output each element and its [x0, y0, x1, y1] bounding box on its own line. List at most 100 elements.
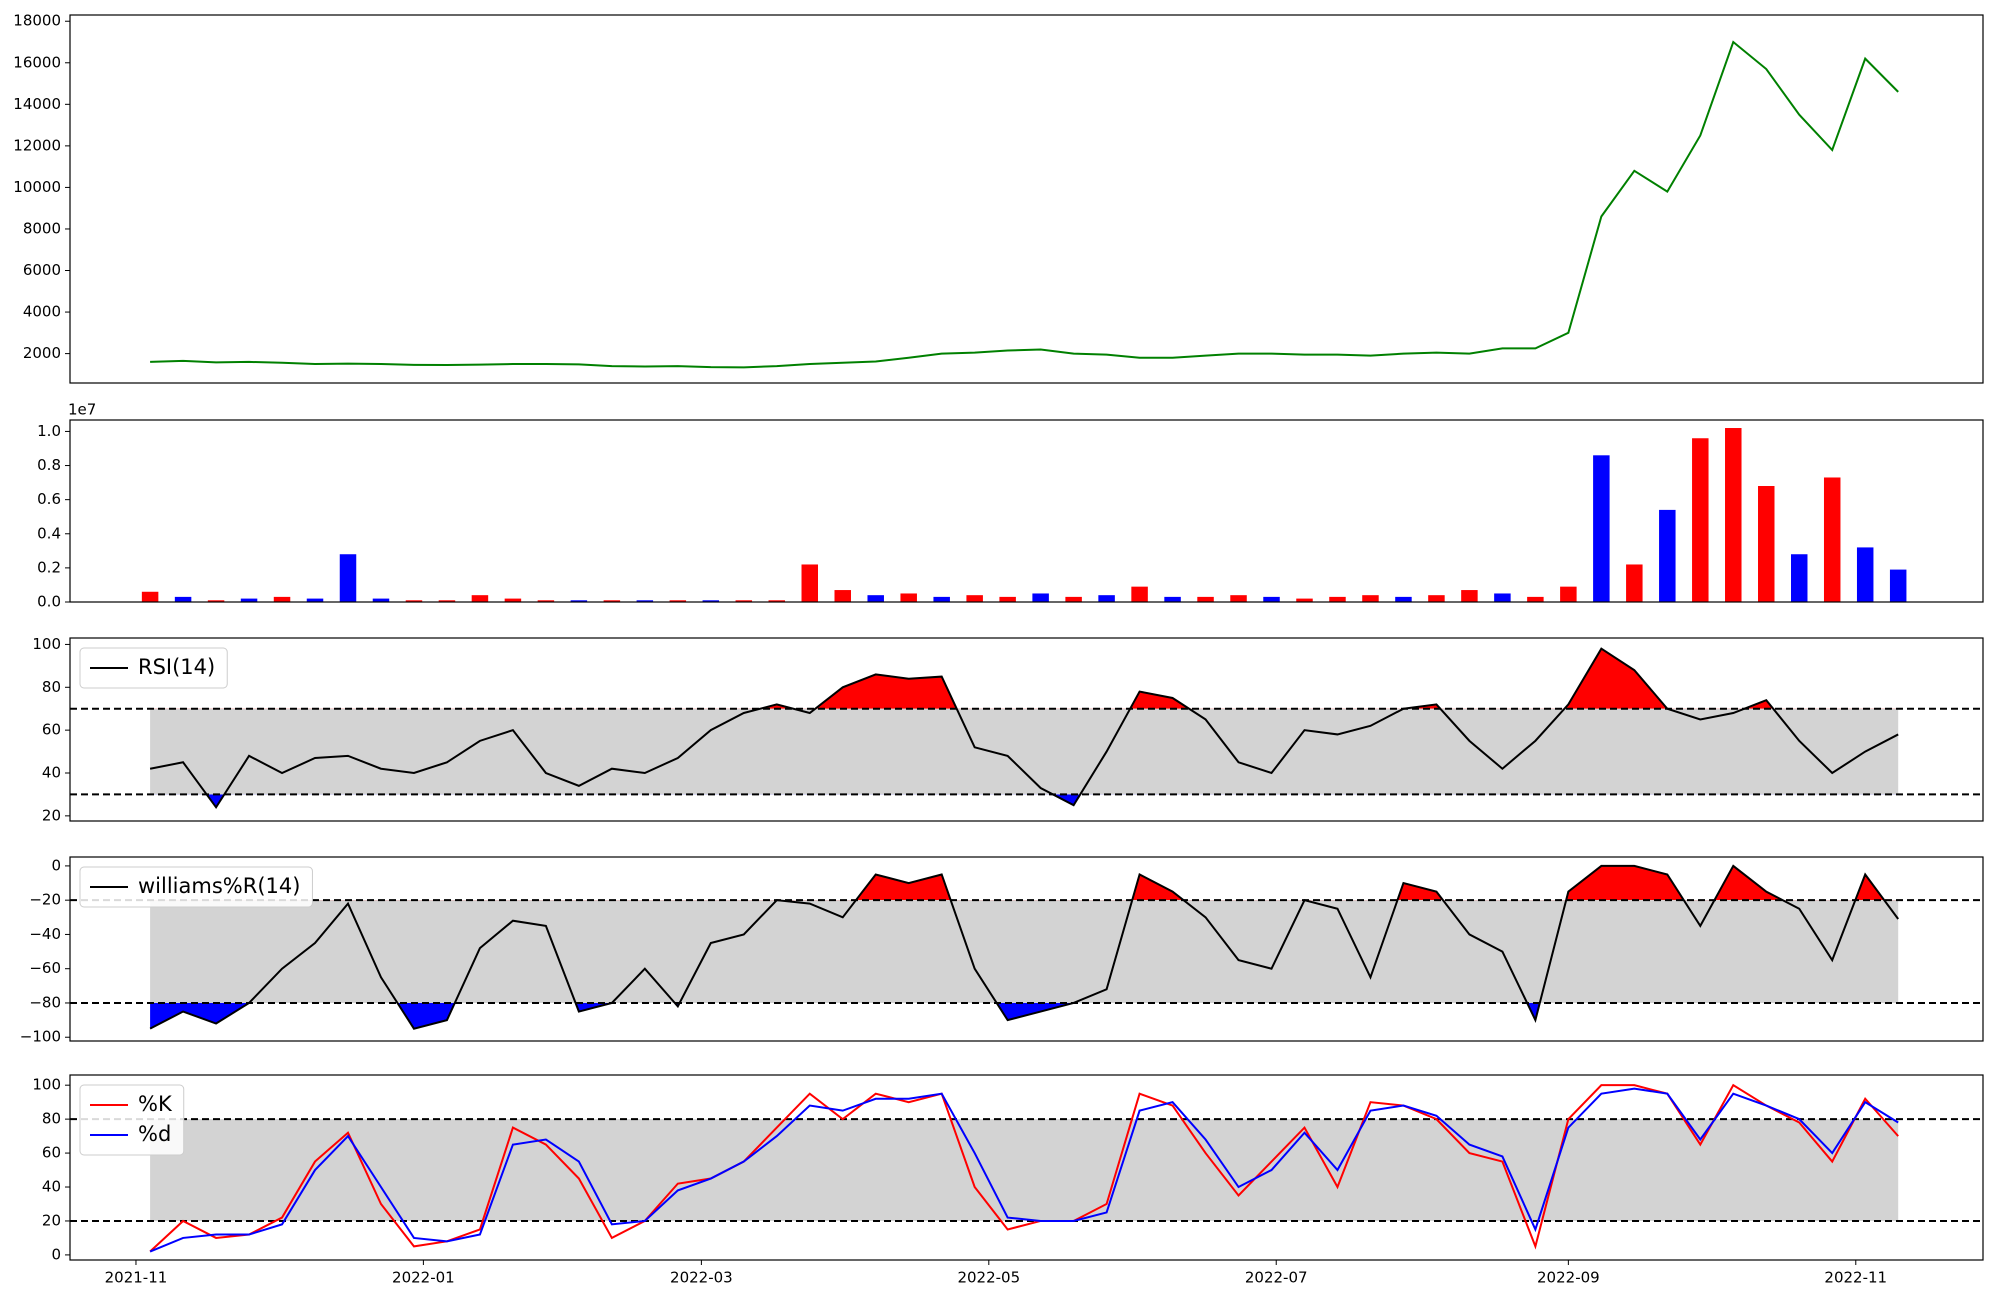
- volume-bar: [1164, 596, 1181, 602]
- plot-frame: [69, 419, 1984, 603]
- y-tick-label: 6000: [23, 261, 61, 279]
- y-tick-label: 60: [42, 721, 61, 739]
- x-tick-label: 2022-01: [392, 1269, 455, 1287]
- volume-bar: [1428, 595, 1445, 602]
- series-line: [150, 40, 1899, 369]
- volume-bar: [1527, 596, 1544, 602]
- volume-bar: [1131, 586, 1148, 602]
- legend-label: %K: [138, 1092, 173, 1116]
- volume-bar: [702, 600, 720, 602]
- volume-bar: [141, 591, 159, 602]
- volume-bar: [174, 596, 192, 602]
- x-tick-label: 2022-05: [957, 1269, 1020, 1287]
- volume-bar: [306, 598, 324, 602]
- volume-bar: [636, 600, 654, 602]
- volume-bar: [1065, 596, 1082, 602]
- y-tick-label: 0.8: [37, 456, 61, 474]
- volume-bar: [966, 595, 983, 602]
- y-tick-label: 10000: [13, 178, 61, 196]
- plot-frame: [69, 1074, 1984, 1261]
- volume-bar: [1758, 486, 1775, 602]
- volume-bar: [1659, 509, 1676, 602]
- volume-bar: [933, 596, 950, 602]
- y-tick-label: 100: [32, 635, 61, 653]
- volume-bar: [207, 600, 225, 602]
- volume-bar: [339, 554, 357, 602]
- plot-frame: [69, 637, 1984, 822]
- volume-bar: [735, 600, 753, 602]
- volume-bar: [240, 598, 258, 602]
- y-tick-label: 0.4: [37, 524, 61, 542]
- y-tick-label: 20: [42, 806, 61, 824]
- y-tick-label: 60: [42, 1144, 61, 1162]
- volume-bar: [471, 595, 489, 602]
- x-tick-label: 2022-09: [1537, 1269, 1600, 1287]
- y-tick-label: 14000: [13, 95, 61, 113]
- legend-label: %d: [138, 1122, 171, 1146]
- y-tick-label: −60: [29, 959, 61, 977]
- volume-bar: [999, 596, 1016, 602]
- series-line: [149, 864, 1899, 1030]
- volume-bar: [603, 600, 621, 602]
- neutral-band: [150, 900, 1899, 1003]
- y-tick-label: 0: [51, 1245, 61, 1263]
- legend-box: [79, 647, 228, 689]
- volume-bar: [768, 600, 786, 602]
- legend: %K %d: [79, 1084, 185, 1156]
- y-tick-label: 12000: [13, 136, 61, 154]
- y-tick-label: 0: [51, 856, 61, 874]
- y-tick-label: 40: [42, 1178, 61, 1196]
- legend: williams%R(14): [79, 866, 313, 908]
- volume-bar: [1461, 590, 1478, 602]
- y-tick-label: 2000: [23, 344, 61, 362]
- plot-frame: [69, 856, 1984, 1042]
- y-tick-label: 1.0: [37, 422, 61, 440]
- overbought-fill: [760, 648, 1774, 709]
- volume-bar: [900, 593, 917, 602]
- legend: RSI(14): [79, 647, 228, 689]
- neutral-band: [150, 708, 1899, 795]
- y-tick-label: 18000: [13, 12, 61, 30]
- volume-bar: [1889, 569, 1907, 602]
- volume-bar: [1329, 596, 1346, 602]
- legend-box: [79, 866, 313, 908]
- volume-bar: [1098, 595, 1115, 602]
- volume-bar: [273, 596, 291, 602]
- y-tick-label: −100: [20, 1028, 61, 1046]
- y-tick-label: 20: [42, 1211, 61, 1229]
- y-tick-label: 16000: [13, 53, 61, 71]
- x-tick-label: 2021-11: [105, 1269, 168, 1287]
- series-line: [149, 1083, 1899, 1253]
- volume-bar: [669, 600, 687, 602]
- volume-bar: [570, 600, 588, 602]
- overbought-fill: [150, 865, 1899, 901]
- y-tick-label: 80: [42, 1110, 61, 1128]
- series-line: [149, 1087, 1899, 1253]
- volume-bar: [801, 564, 819, 602]
- x-tick-label: 2022-11: [1824, 1269, 1887, 1287]
- volume-bar: [1856, 547, 1874, 602]
- y-tick-label: 8000: [23, 219, 61, 237]
- volume-bar: [1823, 477, 1841, 602]
- y-tick-label: 0.2: [37, 558, 61, 576]
- volume-bar: [1395, 596, 1412, 602]
- volume-bar: [1494, 593, 1511, 602]
- y-tick-label: 0.0: [37, 593, 61, 611]
- volume-bar: [1263, 596, 1280, 602]
- volume-bar: [1626, 564, 1643, 602]
- volume-bar: [1790, 554, 1808, 602]
- volume-bar: [504, 598, 522, 602]
- volume-bar: [1725, 428, 1742, 602]
- y-tick-label: 4000: [23, 303, 61, 321]
- legend-label: RSI(14): [138, 655, 215, 679]
- x-tick-label: 2022-07: [1245, 1269, 1308, 1287]
- volume-bar: [1032, 593, 1049, 602]
- volume-bar: [834, 590, 851, 602]
- axis-offset-label: 1e7: [68, 401, 96, 419]
- x-tick-label: 2022-03: [670, 1269, 733, 1287]
- y-tick-label: −80: [29, 993, 61, 1011]
- volume-bar: [405, 600, 423, 602]
- legend-box: [79, 1084, 185, 1156]
- y-tick-label: 100: [32, 1076, 61, 1094]
